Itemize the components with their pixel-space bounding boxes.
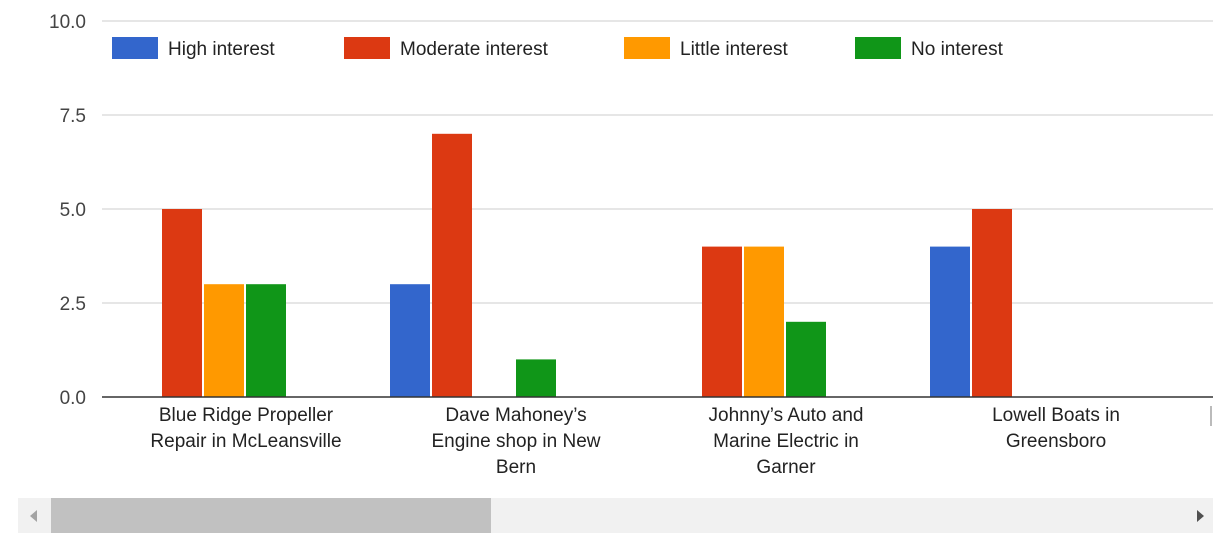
y-tick-label: 10.0	[49, 12, 86, 33]
legend-swatch	[344, 37, 390, 59]
horizontal-scrollbar[interactable]	[18, 498, 1213, 533]
legend-swatch	[855, 37, 901, 59]
x-category-label: Blue Ridge Propeller Repair in McLeansvil…	[150, 405, 341, 452]
bar-little-interest[interactable]	[744, 246, 784, 397]
legend-label: No interest	[911, 39, 1004, 60]
y-tick-label: 2.5	[60, 294, 86, 315]
bar-moderate-interest[interactable]	[702, 246, 742, 397]
gridlines	[102, 20, 1213, 304]
bar-no-interest[interactable]	[516, 359, 556, 397]
legend-label: Little interest	[680, 39, 788, 60]
legend-swatch	[624, 37, 670, 59]
legend-item-no-interest[interactable]: No interest	[855, 37, 1004, 60]
y-tick-label: 7.5	[60, 106, 86, 127]
bars	[162, 133, 1012, 398]
bar-high-interest[interactable]	[390, 284, 430, 397]
x-axis-categories: Blue Ridge Propeller Repair in McLeansvil…	[150, 405, 1212, 478]
legend-label: High interest	[168, 39, 275, 60]
bar-chart: 0.0 2.5 5.0 7.5 10.0 Blue Ridge Propeller Rep…	[49, 12, 1213, 478]
x-category-label: Lowell Boats in Greensboro	[992, 405, 1120, 452]
legend-label: Moderate interest	[400, 39, 549, 60]
legend[interactable]: High interest Moderate interest Little int…	[112, 37, 1004, 60]
scroll-right-button[interactable]	[1188, 498, 1213, 533]
x-category-label: Johnny’s Auto and Marine Electric in Garne…	[709, 405, 864, 478]
triangle-right-icon	[1197, 509, 1204, 522]
bar-no-interest[interactable]	[786, 321, 826, 397]
legend-swatch	[112, 37, 158, 59]
clipped-label-fragment	[1210, 406, 1212, 426]
scroll-thumb[interactable]	[51, 498, 491, 533]
y-axis-ticks: 0.0 2.5 5.0 7.5 10.0	[49, 12, 86, 409]
bar-moderate-interest[interactable]	[162, 209, 202, 397]
legend-item-moderate-interest[interactable]: Moderate interest	[344, 37, 549, 60]
bar-high-interest[interactable]	[930, 246, 970, 397]
x-category-label: Dave Mahoney’s Engine shop in New Bern	[432, 405, 601, 478]
bar-moderate-interest[interactable]	[432, 133, 472, 398]
y-tick-label: 5.0	[60, 200, 86, 221]
bar-moderate-interest[interactable]	[972, 209, 1012, 397]
bar-little-interest[interactable]	[204, 284, 244, 397]
legend-item-high-interest[interactable]: High interest	[112, 37, 275, 60]
y-tick-label: 0.0	[60, 388, 86, 409]
triangle-left-icon	[30, 509, 37, 522]
bar-no-interest[interactable]	[246, 284, 286, 397]
scroll-left-button[interactable]	[21, 498, 46, 533]
legend-item-little-interest[interactable]: Little interest	[624, 37, 788, 60]
